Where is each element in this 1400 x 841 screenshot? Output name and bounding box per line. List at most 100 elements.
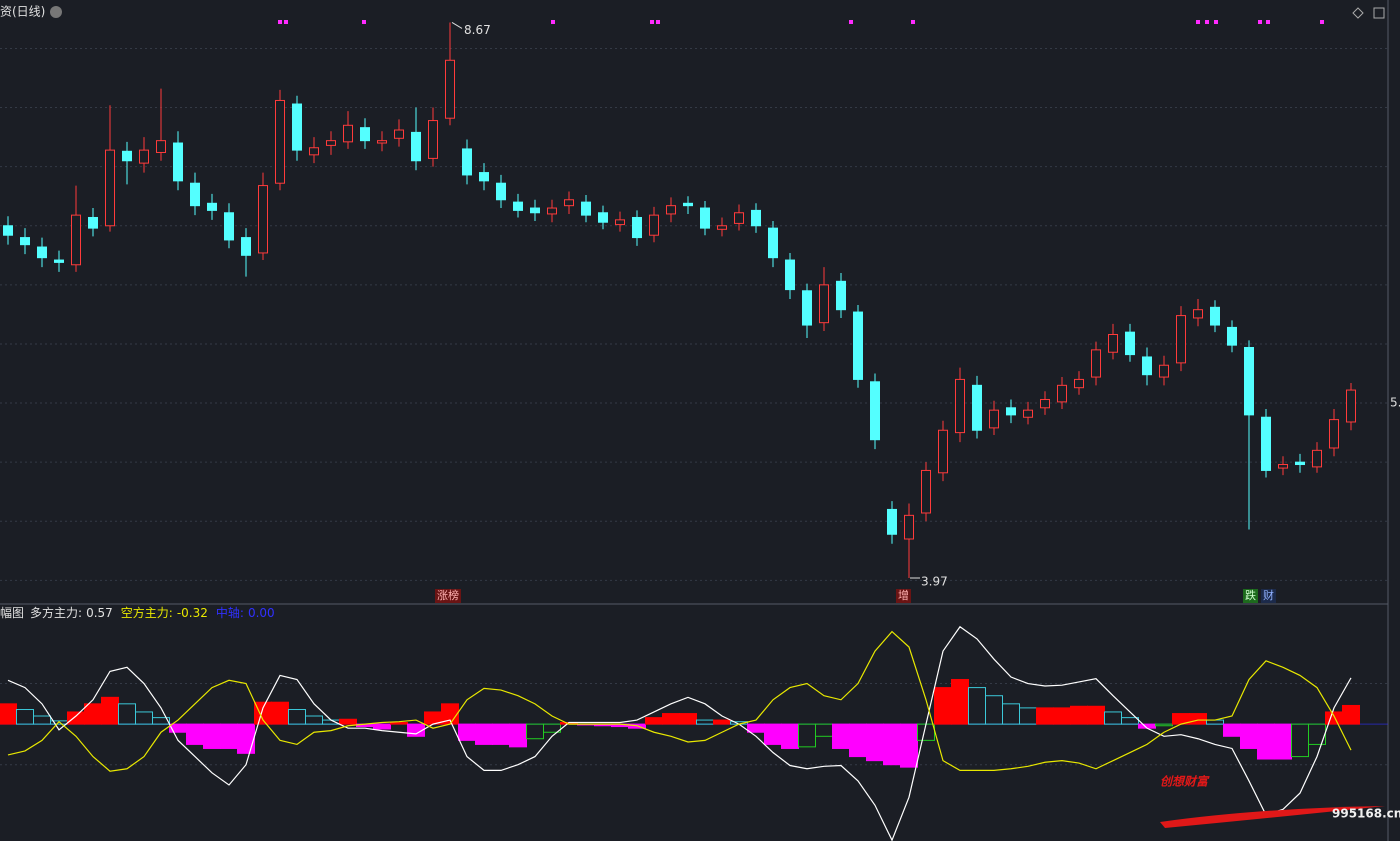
signal-dot xyxy=(656,20,660,24)
histogram-bar xyxy=(1342,704,1360,725)
histogram-bar xyxy=(1189,713,1207,725)
signal-dot xyxy=(551,20,555,24)
histogram-bar xyxy=(1002,703,1020,725)
candle-body xyxy=(496,182,506,201)
candle-body xyxy=(139,149,149,164)
candle-body xyxy=(1210,306,1220,326)
histogram-bar xyxy=(934,687,952,725)
chart-title: 资(日线) xyxy=(0,5,45,19)
legend-name: 多方主力: xyxy=(30,605,82,620)
histogram-bar xyxy=(713,719,731,725)
candle-body xyxy=(292,103,302,151)
histogram-bar xyxy=(220,723,238,749)
watermark-swoosh xyxy=(1160,806,1385,828)
candle-body xyxy=(71,214,81,266)
candle-body xyxy=(394,129,404,139)
candle-body xyxy=(377,140,387,144)
candle-body xyxy=(479,172,489,182)
tool-icon xyxy=(1373,7,1385,19)
candle-body xyxy=(564,199,574,207)
legend-value: -0.32 xyxy=(177,606,208,620)
signal-dot xyxy=(911,20,915,24)
candle-body xyxy=(1244,347,1254,416)
candle-body xyxy=(428,120,438,159)
candle-body xyxy=(972,384,982,431)
histogram-bar xyxy=(1053,707,1071,725)
histogram-bar xyxy=(696,719,714,725)
candle-body xyxy=(1193,309,1203,319)
histogram-bar xyxy=(1274,723,1292,760)
y-tick-label: 5.4 xyxy=(1390,396,1400,410)
candle-body xyxy=(1346,389,1356,423)
legend-name: 中轴: xyxy=(216,605,244,620)
candle-body xyxy=(326,140,336,146)
histogram-bar xyxy=(662,713,680,725)
candle-body xyxy=(37,246,47,259)
candle-body xyxy=(683,202,693,207)
candle-body xyxy=(513,201,523,211)
histogram-bar xyxy=(203,723,221,749)
histogram-bar xyxy=(764,723,782,745)
signal-dot xyxy=(650,20,654,24)
histogram-bar xyxy=(458,723,476,741)
histogram-bar xyxy=(883,723,901,766)
histogram-bar xyxy=(1223,723,1241,737)
histogram-bar xyxy=(492,723,510,745)
candle-body xyxy=(20,237,30,246)
indicator-title: 幅图 xyxy=(0,605,24,620)
candle-body xyxy=(1142,356,1152,376)
candle-body xyxy=(666,205,676,215)
candle-body xyxy=(343,124,353,143)
histogram-bar xyxy=(288,709,306,725)
tool-icon xyxy=(1352,7,1364,19)
histogram-bar xyxy=(866,723,884,762)
legend-value: 0.57 xyxy=(86,606,113,620)
candle-body xyxy=(700,207,710,229)
histogram-bar xyxy=(1257,723,1275,760)
candle-body xyxy=(751,209,761,227)
candle-body xyxy=(173,142,183,182)
candle-body xyxy=(1125,331,1135,356)
indicator-line xyxy=(7,625,1352,841)
signal-dot xyxy=(849,20,853,24)
candle-body xyxy=(411,131,421,162)
histogram-bar xyxy=(135,711,153,725)
histogram-bar xyxy=(781,723,799,749)
histogram-bar xyxy=(679,713,697,725)
histogram-bar xyxy=(1019,707,1037,725)
histogram-bar xyxy=(271,701,289,725)
signal-dot xyxy=(1196,20,1200,24)
candle-body xyxy=(1176,315,1186,364)
candle-body xyxy=(122,150,132,162)
legend-value: 0.00 xyxy=(248,606,275,620)
histogram-bar xyxy=(815,723,833,737)
watermark: 创想财富 995168.cn xyxy=(1160,775,1400,828)
annotation: 跌 xyxy=(1243,589,1258,603)
histogram-bar xyxy=(152,717,170,725)
candle-body xyxy=(598,212,608,223)
histogram-bar xyxy=(849,723,867,758)
histogram-bar xyxy=(118,703,136,725)
indicator-legend: 幅图 多方主力: 0.57 空方主力: -0.32 中轴: 0.00 xyxy=(0,605,275,620)
candle-body xyxy=(309,147,319,156)
histogram-bar xyxy=(1036,707,1054,725)
candle-body xyxy=(1295,461,1305,466)
candle-body xyxy=(904,514,914,540)
low-label: 3.97 xyxy=(921,574,948,588)
candle-body xyxy=(819,284,829,324)
candle-body xyxy=(105,149,115,227)
candle-body xyxy=(921,469,931,514)
candle-body xyxy=(1057,384,1067,403)
candle-body xyxy=(88,216,98,229)
annotation: 增 xyxy=(896,589,911,603)
candle-body xyxy=(717,225,727,230)
histogram-bar xyxy=(543,723,561,733)
histogram-bar xyxy=(747,723,765,733)
histogram-bar xyxy=(339,718,357,725)
signal-dot xyxy=(1320,20,1324,24)
signal-dot xyxy=(1214,20,1218,24)
candle-body xyxy=(802,290,812,326)
candle-body xyxy=(581,201,591,216)
histogram-bar xyxy=(1308,723,1326,745)
histogram-bar xyxy=(509,723,527,748)
